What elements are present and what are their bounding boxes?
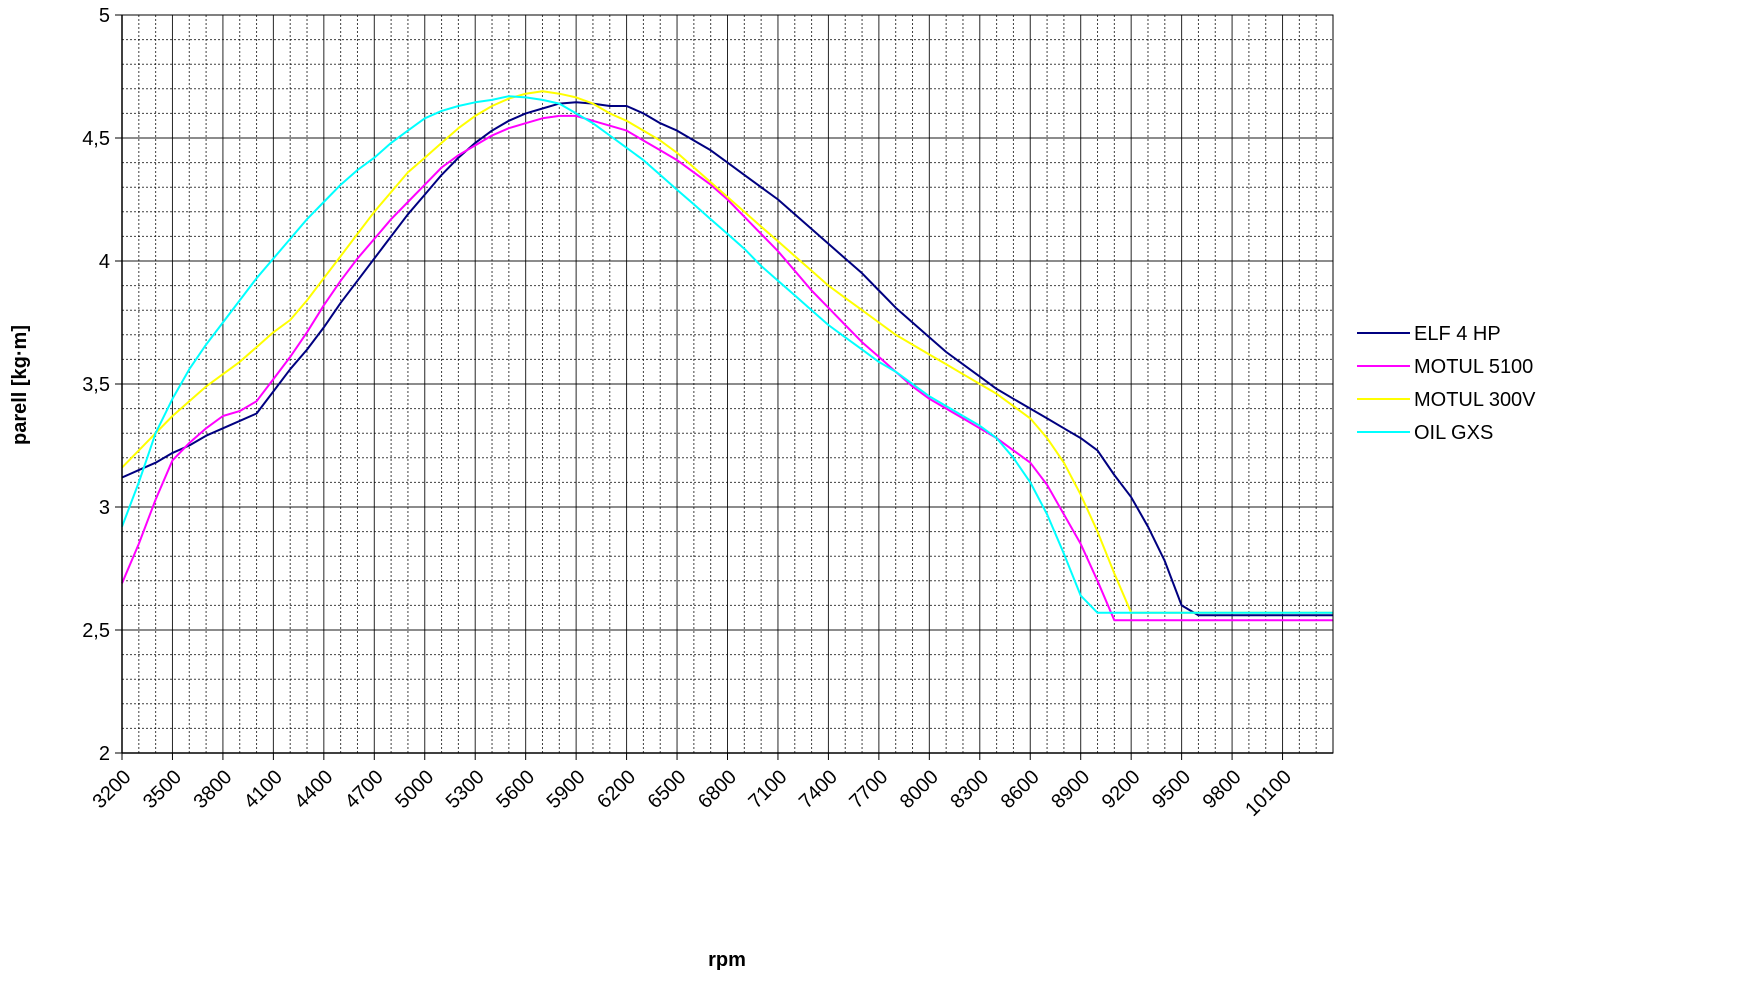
x-tick-label: 8600 xyxy=(997,766,1044,813)
y-tick-label: 2 xyxy=(99,743,110,765)
x-tick-label: 3200 xyxy=(89,766,136,813)
x-tick-label: 7700 xyxy=(845,766,892,813)
x-tick-label: 5600 xyxy=(492,766,539,813)
x-tick-label: 9200 xyxy=(1098,766,1145,813)
x-tick-label: 9800 xyxy=(1199,766,1246,813)
y-tick-labels: 2 2,5 3 3,5 4 4,5 5 xyxy=(82,5,110,765)
legend: ELF 4 HP MOTUL 5100 MOTUL 300V OIL GXS xyxy=(1357,323,1536,444)
series-lines xyxy=(121,90,1333,622)
x-tick-label: 10100 xyxy=(1241,766,1296,821)
x-tick-label: 8000 xyxy=(896,766,943,813)
y-tick-label: 3 xyxy=(99,497,110,519)
x-tick-label: 3500 xyxy=(139,766,186,813)
x-tick-label: 6500 xyxy=(644,766,691,813)
x-tick-label: 5300 xyxy=(442,766,489,813)
x-tick-label: 4700 xyxy=(341,766,388,813)
x-tick-label: 5000 xyxy=(391,766,438,813)
axes xyxy=(115,14,1334,760)
series-line-2 xyxy=(121,114,1333,622)
legend-label: OIL GXS xyxy=(1414,422,1493,444)
x-tick-label: 7100 xyxy=(744,766,791,813)
grid-lines xyxy=(121,14,1334,754)
series-line-1 xyxy=(121,101,1333,617)
y-tick-label: 2,5 xyxy=(82,620,110,642)
y-axis-title: parell [kg·m] xyxy=(9,325,31,445)
x-tick-label: 9500 xyxy=(1148,766,1195,813)
x-tick-labels: 3200 3500 3800 4100 4400 4700 5000 5300 5600 5900… xyxy=(89,766,1297,821)
series-line-4 xyxy=(121,95,1333,614)
y-tick-label: 5 xyxy=(99,5,110,27)
x-tick-label: 8900 xyxy=(1047,766,1094,813)
x-tick-label: 5900 xyxy=(543,766,590,813)
x-tick-label: 6200 xyxy=(593,766,640,813)
x-tick-label: 4100 xyxy=(240,766,287,813)
x-tick-label: 4400 xyxy=(290,766,337,813)
legend-label: ELF 4 HP xyxy=(1414,323,1501,345)
x-axis-title: rpm xyxy=(708,949,746,971)
x-tick-label: 8300 xyxy=(946,766,993,813)
x-tick-label: 3800 xyxy=(189,766,236,813)
x-tick-label: 7400 xyxy=(795,766,842,813)
legend-label: MOTUL 300V xyxy=(1414,389,1536,411)
legend-label: MOTUL 5100 xyxy=(1414,356,1533,378)
y-tick-label: 3,5 xyxy=(82,374,110,396)
y-tick-label: 4 xyxy=(99,251,110,273)
x-tick-label: 6800 xyxy=(694,766,741,813)
y-tick-label: 4,5 xyxy=(82,128,110,150)
